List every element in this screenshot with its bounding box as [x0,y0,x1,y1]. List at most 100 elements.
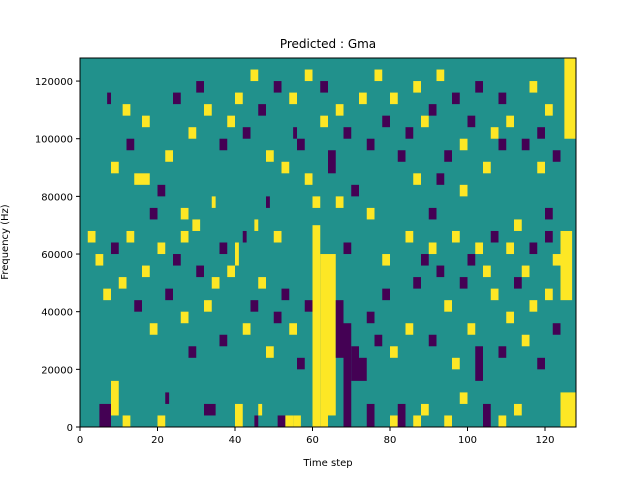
heatmap-cell [475,242,483,255]
heatmap-cell [390,346,398,358]
heatmap-cell [514,219,522,231]
heatmap-cell [564,58,577,139]
heatmap-cell [498,415,507,427]
heatmap-cell [490,288,499,301]
heatmap-cell [242,230,247,243]
heatmap-cell [142,115,150,128]
heatmap-cell [413,277,421,289]
heatmap-cell [235,403,243,427]
heatmap-cell [397,150,406,162]
heatmap-cell [227,115,235,128]
heatmap-cell [529,81,538,93]
heatmap-cell [545,207,553,220]
heatmap-cell [483,265,491,278]
heatmap-cell [552,323,561,335]
x-tick-label: 40 [229,435,242,446]
heatmap-cell [483,403,491,427]
heatmap-cell [134,300,142,312]
heatmap-cell [157,242,166,255]
heatmap-cell [490,230,499,243]
heatmap-cell [459,392,468,404]
heatmap-cell [122,104,131,116]
heatmap-cell [506,242,514,255]
heatmap-cell [196,81,204,93]
heatmap-cell [297,357,305,370]
heatmap-cell [235,92,243,105]
x-tick-label: 20 [151,435,164,446]
heatmap-cell [452,230,460,243]
heatmap-cell [343,323,352,427]
x-tick-label: 0 [77,435,83,446]
heatmap-cell [304,300,313,312]
x-tick-label: 60 [306,435,319,446]
heatmap-cell [250,69,259,82]
heatmap-cell [180,311,189,324]
heatmap-cell [235,242,239,266]
heatmap-cell [444,300,452,312]
heatmap-cell [281,288,290,301]
heatmap-cell [459,138,468,151]
heatmap-cell [180,207,189,220]
heatmap-cell [192,219,201,231]
heatmap-cell [552,254,561,266]
heatmap-cell [428,104,437,116]
heatmap-cell [87,230,96,243]
heatmap-cell [359,357,367,381]
x-axis-ticks: 0 20 40 60 80 100 120 [77,427,555,446]
heatmap-cell [467,254,476,266]
heatmap-cell [165,150,173,162]
heatmap-cell [219,138,228,151]
heatmap-cell [405,230,414,243]
heatmap-cell [452,92,460,105]
heatmap-cell [413,173,421,185]
heatmap-cell [254,219,259,231]
heatmap-cell [250,300,259,312]
heatmap-cell [111,161,119,174]
heatmap-cell [227,265,235,278]
heatmap-cell [211,277,220,289]
heatmap-cell [382,115,390,128]
heatmap-cell [382,288,390,301]
heatmap-cell [293,127,298,139]
x-axis-label: Time step [302,458,352,469]
heatmap-cell [459,277,468,289]
heatmap-cell [351,346,359,381]
heatmap-cell [126,138,135,151]
heatmap-cell [335,300,344,358]
heatmap-cell [413,415,421,427]
heatmap-cell [490,127,499,139]
y-tick-label: 120000 [35,77,73,88]
heatmap-cell [266,196,270,208]
plot-area [79,57,577,428]
heatmap-cell [258,403,263,416]
heatmap-cell [545,104,553,116]
heatmap-cell [405,127,414,139]
heatmap-cell [142,265,150,278]
heatmap-cell [258,277,266,289]
heatmap-cell [289,92,297,105]
heatmap-cell [211,196,216,208]
heatmap-cell [444,150,452,162]
heatmap-cell [204,403,216,416]
heatmap-cell [242,127,251,139]
heatmap-cell [343,242,352,255]
heatmap-cell [266,346,274,358]
heatmap-cell [219,242,228,255]
heatmap-cell [111,380,119,416]
heatmap-cell [436,265,445,278]
heatmap-cell [428,334,437,347]
heatmap-cell [343,127,352,139]
heatmap-cell [188,127,197,139]
heatmap-cell [560,230,573,301]
chart-title: Predicted : Gma [280,37,376,51]
heatmap-cell [103,288,111,301]
heatmap-cell [521,265,530,278]
heatmap-cell [498,346,507,358]
heatmap-cell [483,161,491,174]
heatmap-cell [273,311,282,324]
heatmap-cell [304,173,313,185]
heatmap-cell [304,69,313,82]
heatmap-cell [436,173,445,185]
heatmap-cell [374,69,383,82]
heatmap-cell [293,415,301,427]
